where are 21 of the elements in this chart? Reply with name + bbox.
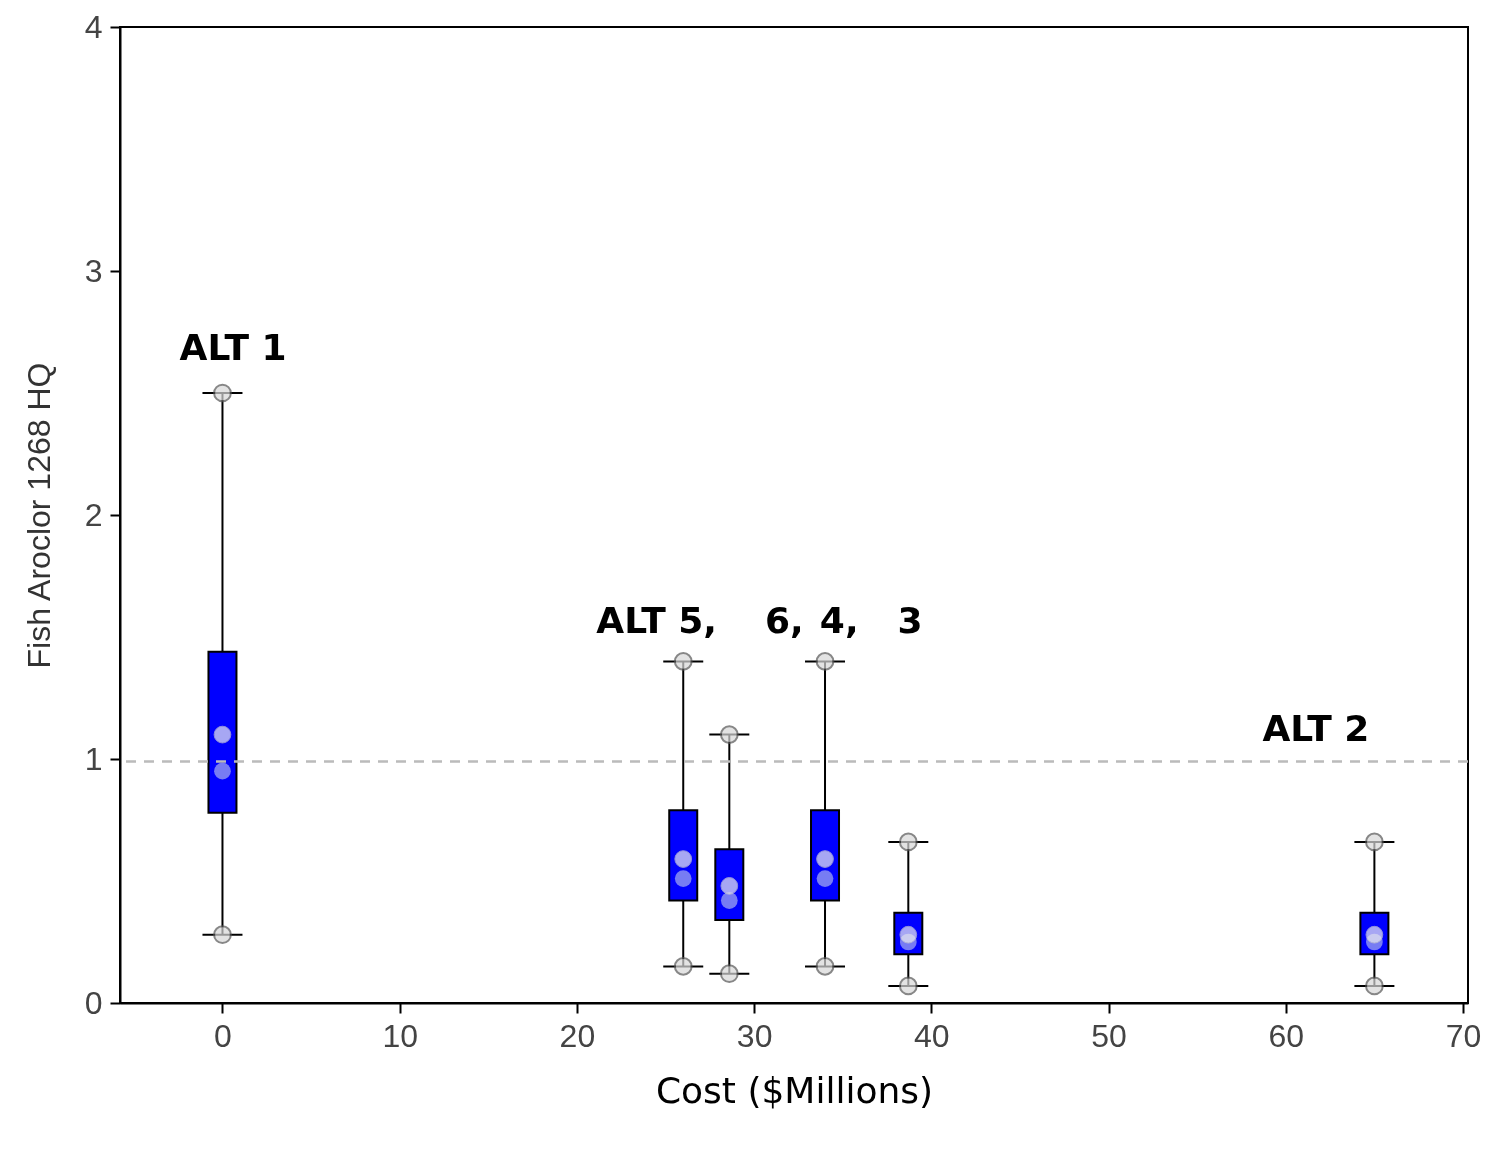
x-tick-label: 0 [214, 1017, 232, 1054]
annotation: ALT 2 [1262, 707, 1370, 749]
x-tick-label: 10 [382, 1017, 418, 1054]
annotation: 3 [897, 600, 923, 642]
y-tick-label: 0 [84, 984, 103, 1021]
annotation: 4, [819, 600, 859, 642]
x-tick-label: 60 [1268, 1017, 1305, 1054]
x-axis-title: Cost ($Millions) [655, 1069, 934, 1111]
x-tick-label: 30 [736, 1017, 773, 1054]
y-tick-label: 1 [84, 740, 103, 777]
x-tick-label: 70 [1445, 1017, 1482, 1054]
y-tick-label: 3 [84, 252, 103, 289]
y-tick-label: 2 [84, 496, 103, 533]
annotation: ALT 1 [179, 327, 287, 369]
annotation: ALT 5, [596, 600, 717, 642]
x-tick-label: 20 [559, 1017, 596, 1054]
y-tick-label: 4 [84, 8, 103, 45]
annotation: 6, [764, 600, 804, 642]
y-axis-title: Fish Aroclor 1268 HQ [20, 362, 57, 669]
x-tick-label: 50 [1091, 1017, 1127, 1054]
x-tick-label: 40 [914, 1017, 950, 1054]
